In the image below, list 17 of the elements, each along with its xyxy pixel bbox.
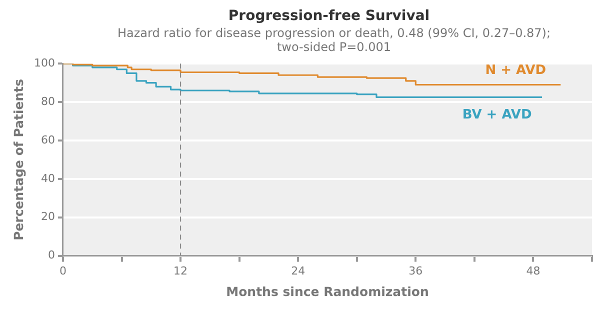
x-tick-label: 24: [291, 264, 306, 278]
y-tick-label: 80: [40, 94, 55, 108]
chart-subtitle: Hazard ratio for disease progression or death, 0.48 (99% CI, 0.27–0.87); two-sided P=0.001: [116, 26, 552, 54]
x-axis-title: Months since Randomization: [226, 284, 429, 299]
x-tick-label: 48: [526, 264, 540, 278]
x-tick-label: 36: [408, 264, 423, 278]
y-tick-label: 100: [34, 56, 55, 70]
y-tick-label: 60: [40, 133, 55, 146]
y-tick-label: 0: [48, 248, 55, 262]
x-tick-label: 12: [174, 264, 188, 278]
y-tick-label: 20: [40, 210, 55, 224]
y-tick-label: 40: [40, 172, 55, 185]
chart-title: Progression-free Survival: [227, 8, 431, 24]
series-label: N + AVD: [485, 63, 546, 78]
y-axis-title: Percentage of Patients: [10, 78, 26, 240]
series-label: BV + AVD: [462, 108, 532, 123]
x-tick-label: 0: [59, 264, 66, 278]
